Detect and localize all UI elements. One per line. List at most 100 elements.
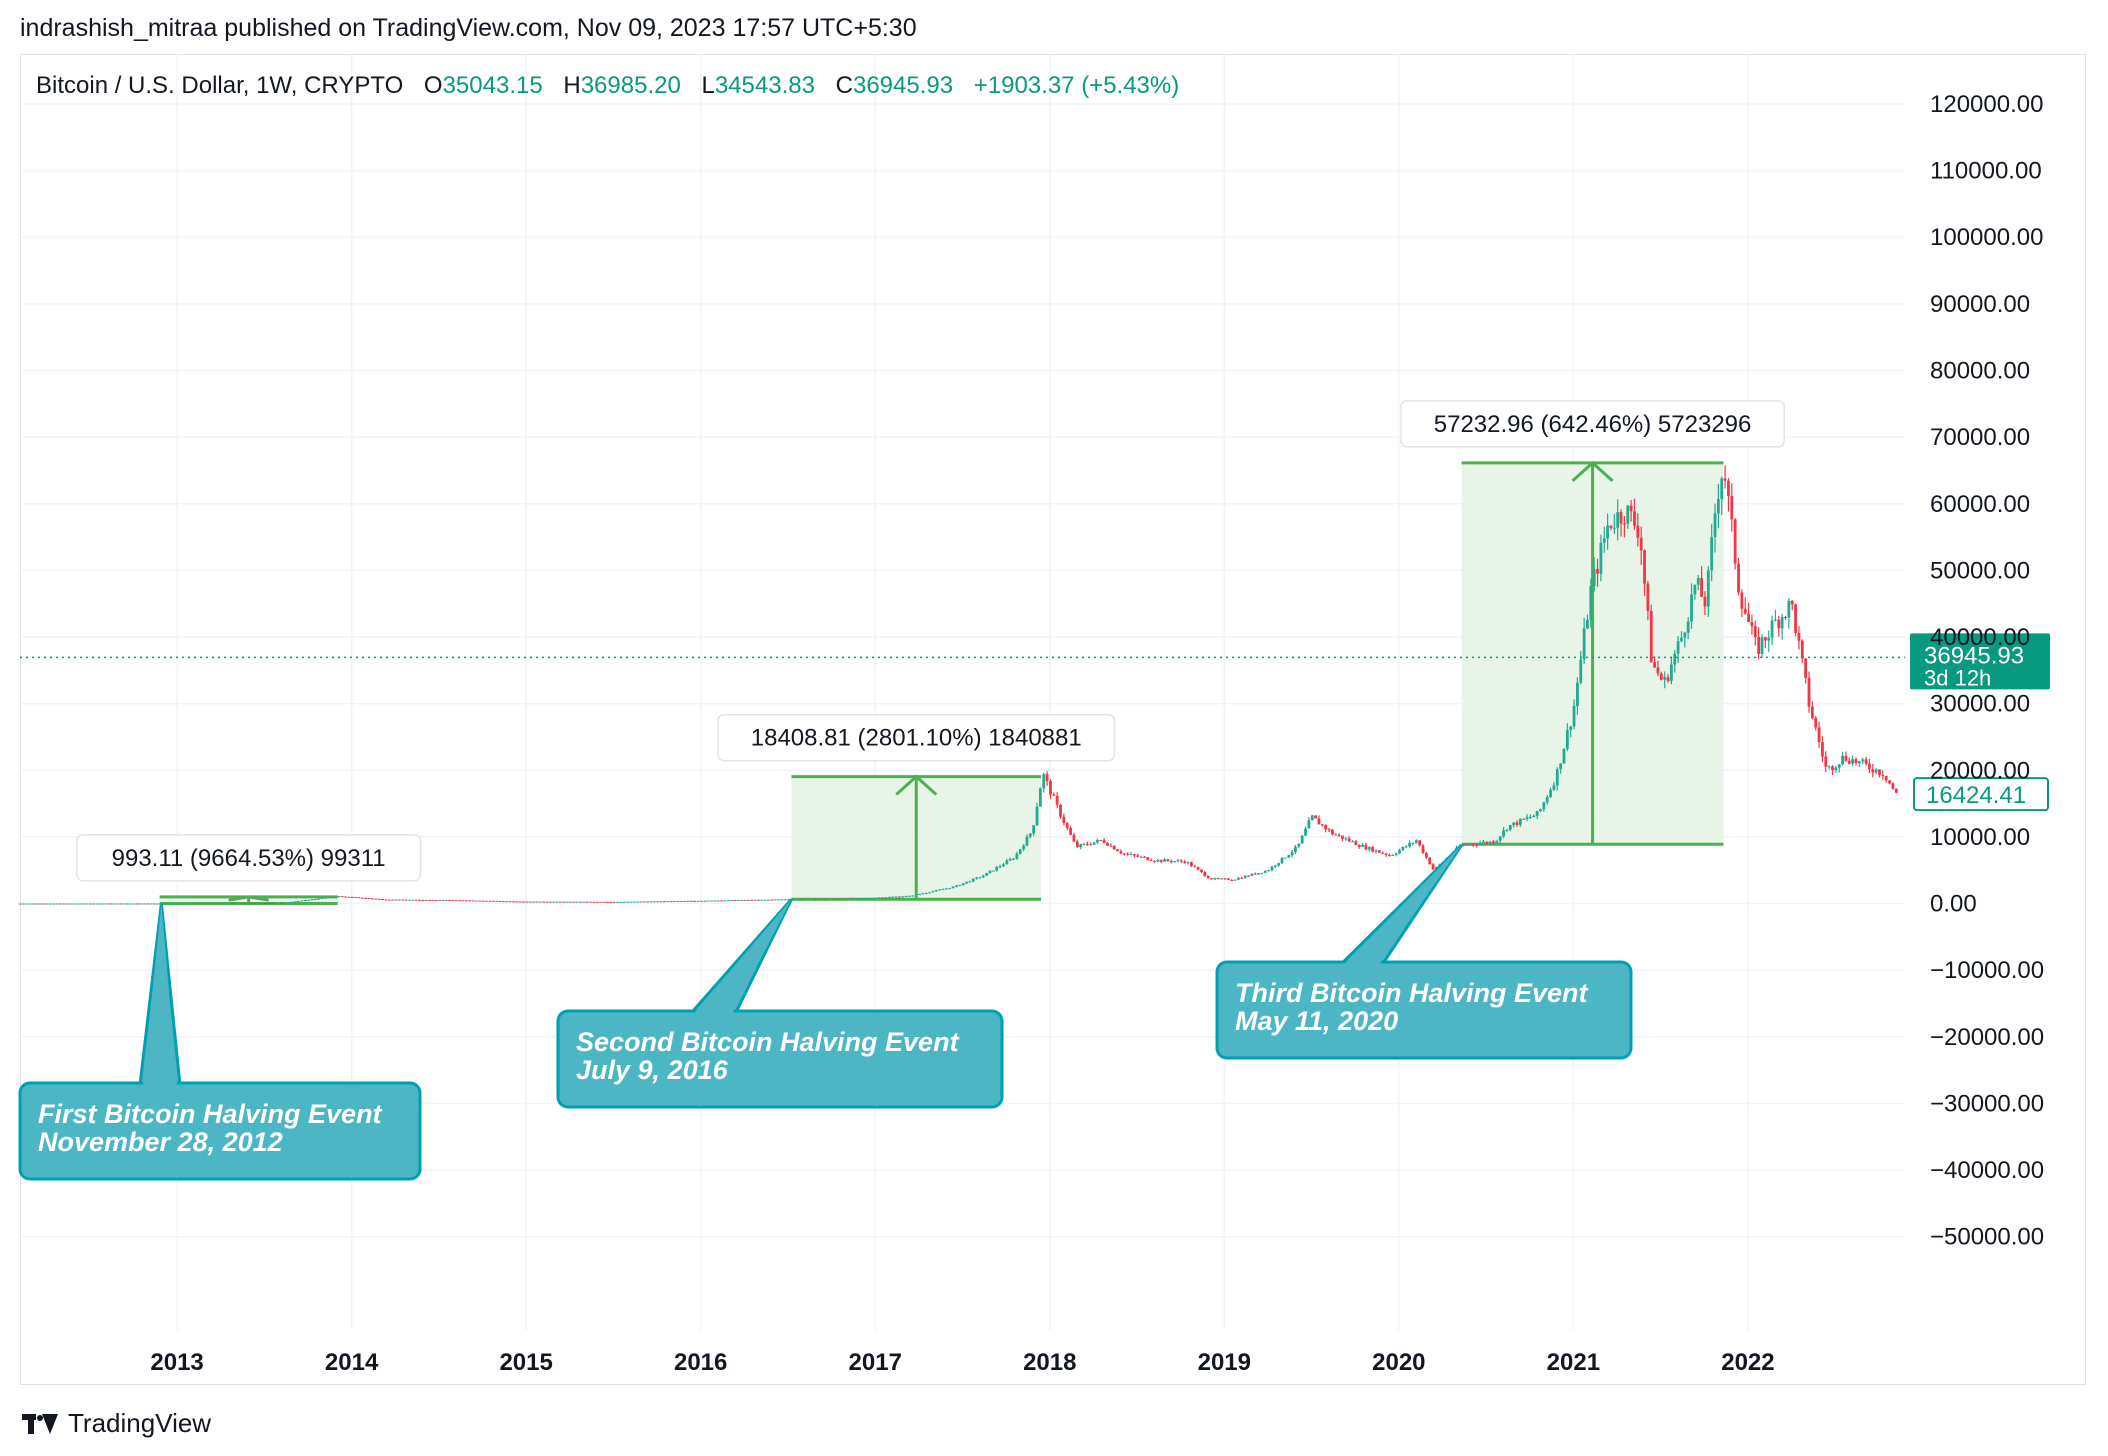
candle-body xyxy=(1743,608,1747,614)
candle-body xyxy=(1763,637,1767,641)
candle-body xyxy=(438,900,441,902)
countdown-label: 3d 12h xyxy=(1924,665,1991,690)
candle-body xyxy=(1005,860,1009,865)
candle-body xyxy=(619,901,623,903)
candle-body xyxy=(48,903,52,905)
candle-body xyxy=(1307,820,1311,829)
candle-body xyxy=(1572,705,1576,727)
candle-body xyxy=(1633,511,1636,526)
candle-body xyxy=(1562,748,1566,764)
candle-body xyxy=(1586,619,1589,629)
candle-body xyxy=(1800,640,1804,659)
candle-body xyxy=(1659,673,1663,680)
candle-body xyxy=(1485,841,1489,844)
candle-body xyxy=(176,903,180,905)
candle-body xyxy=(1831,766,1834,771)
candle-body xyxy=(1676,641,1680,654)
candle-body xyxy=(693,900,697,902)
candle-body xyxy=(884,897,888,899)
candle-body xyxy=(1703,596,1707,607)
candle-body xyxy=(290,901,294,903)
candle-body xyxy=(1576,682,1579,706)
candle-body xyxy=(938,889,942,891)
candle-body xyxy=(501,901,505,903)
tradingview-logo[interactable]: TradingView xyxy=(22,1408,211,1439)
candle-body xyxy=(1314,815,1318,819)
candle-body xyxy=(528,901,532,903)
candle-body xyxy=(58,903,62,905)
candle-body xyxy=(256,902,260,904)
candle-body xyxy=(324,897,327,899)
candle-body xyxy=(988,870,992,873)
legend-close: 36945.93 xyxy=(852,72,954,99)
candle-body xyxy=(434,900,438,902)
candle-body xyxy=(683,900,686,902)
candle-body xyxy=(1777,619,1781,629)
callout-box[interactable] xyxy=(556,1009,1004,1109)
candle-body xyxy=(1522,818,1526,820)
y-tick-label: −20000.00 xyxy=(1930,1024,2044,1051)
x-axis[interactable]: 2013 2014 2015 2016 2017 2018 2019 2020 2021 2022 xyxy=(150,1349,1774,1376)
y-tick-label: −50000.00 xyxy=(1930,1224,2044,1251)
candle-body xyxy=(1549,789,1552,797)
candle-body xyxy=(209,902,213,904)
candle-body xyxy=(1817,727,1821,743)
candle-body xyxy=(196,903,200,905)
candle-body xyxy=(1411,842,1415,844)
candle-body xyxy=(152,903,156,905)
candle-body xyxy=(115,903,119,905)
candle-body xyxy=(1774,619,1777,621)
candle-body xyxy=(109,903,113,905)
candle-body xyxy=(1310,815,1314,821)
candle-body xyxy=(226,902,230,904)
candle-body xyxy=(132,903,136,905)
candle-body xyxy=(934,890,938,892)
candle-body xyxy=(1599,542,1603,574)
candle-body xyxy=(1263,870,1267,873)
candle-body xyxy=(320,897,324,899)
candle-body xyxy=(1126,853,1130,855)
candle-body xyxy=(99,903,102,905)
candle-body xyxy=(394,899,398,901)
y-axis[interactable]: 120000.00 110000.00 100000.00 90000.00 80000… xyxy=(1930,91,2044,1251)
candle-body xyxy=(1421,845,1425,854)
candle-body xyxy=(817,898,821,900)
candle-body xyxy=(1723,478,1727,481)
y-tick-label: −40000.00 xyxy=(1930,1157,2044,1184)
candle-body xyxy=(1052,794,1056,796)
candle-body xyxy=(468,900,472,902)
candle-body xyxy=(1864,759,1868,764)
legend-symbol[interactable]: Bitcoin / U.S. Dollar, 1W, CRYPTO xyxy=(36,72,404,99)
last-price-badge[interactable] xyxy=(1913,777,2049,812)
candle-body xyxy=(270,902,274,904)
candle-body xyxy=(263,902,267,904)
candle-body xyxy=(162,903,166,905)
candle-body xyxy=(1730,495,1734,520)
candle-body xyxy=(260,902,264,904)
callout-box[interactable] xyxy=(18,1081,422,1181)
candle-body xyxy=(1740,592,1744,609)
candle-body xyxy=(1018,849,1022,854)
callout-pointer xyxy=(1337,843,1463,966)
candle-body xyxy=(1663,677,1667,680)
candle-body xyxy=(720,900,723,902)
candle-body xyxy=(1606,525,1610,539)
current-price-badge[interactable] xyxy=(1910,633,2050,690)
candle-body xyxy=(948,888,952,890)
candle-body xyxy=(1492,841,1495,844)
candle-body xyxy=(189,903,193,905)
candle-body xyxy=(548,901,552,903)
candle-body xyxy=(1364,844,1368,850)
candle-body xyxy=(1696,577,1700,585)
candle-body xyxy=(703,900,707,902)
candle-body xyxy=(1038,788,1042,807)
candle-body xyxy=(92,903,96,905)
candle-body xyxy=(760,899,764,901)
candle-body xyxy=(1525,817,1529,820)
callout-box[interactable] xyxy=(1215,960,1633,1060)
candle-body xyxy=(156,903,160,905)
candle-body xyxy=(733,900,737,902)
y-tick-label: 60000.00 xyxy=(1930,491,2030,518)
candle-body xyxy=(1354,841,1358,846)
